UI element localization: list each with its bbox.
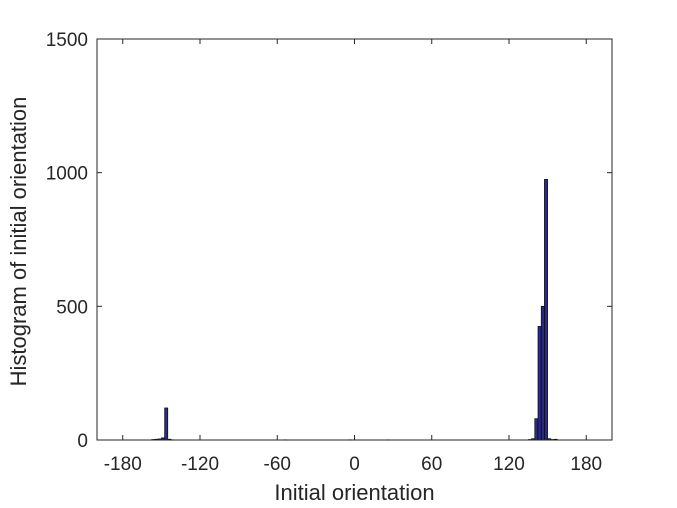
x-tick-label: 60 <box>421 454 442 475</box>
histogram-bar <box>164 407 169 441</box>
histogram-bar <box>540 306 545 441</box>
histogram-bars <box>151 179 558 441</box>
axis-ticks <box>97 38 612 441</box>
y-axis-label: Histogram of initial orientation <box>6 97 31 387</box>
y-tick-label: 1500 <box>46 30 88 51</box>
x-tick-label: -180 <box>104 454 142 475</box>
x-axis-label: Initial orientation <box>274 480 434 505</box>
x-tick-label: -60 <box>264 454 291 475</box>
histogram-bar <box>544 179 548 441</box>
x-tick-label: -120 <box>181 454 219 475</box>
x-tick-label: 180 <box>570 454 602 475</box>
y-tick-label: 0 <box>77 431 88 452</box>
histogram-bar <box>537 326 542 441</box>
axis-tick-labels: -180 -120 -60 0 60 120 180 0 500 1000 1500 <box>46 30 602 475</box>
histogram-bar <box>534 418 539 441</box>
y-tick-label: 500 <box>56 297 88 318</box>
y-tick-label: 1000 <box>46 164 88 185</box>
plot-area-frame <box>96 38 613 441</box>
x-tick-label: 120 <box>493 454 525 475</box>
x-tick-label: 0 <box>349 454 360 475</box>
